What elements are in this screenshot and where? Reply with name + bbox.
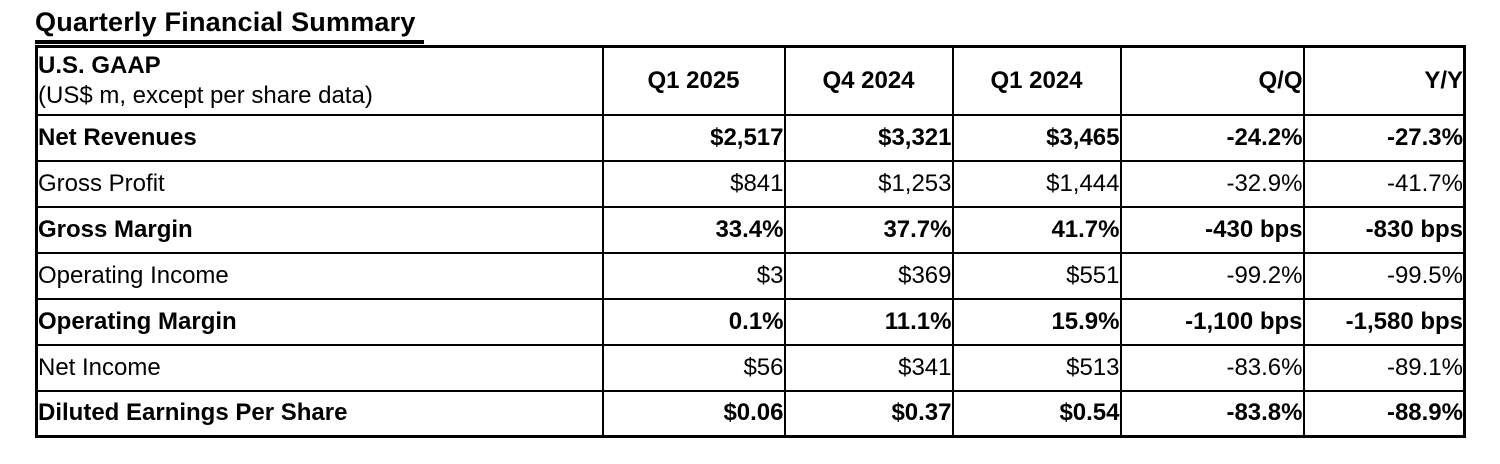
cell-q4-2024: $369 bbox=[783, 251, 954, 300]
header-gaap-line1: U.S. GAAP bbox=[38, 51, 161, 79]
cell-yy: -41.7% bbox=[1302, 159, 1466, 208]
page-title: Quarterly Financial Summary bbox=[35, 7, 424, 44]
row-net-income: Net Income $56 $341 $513 -83.6% -89.1% bbox=[35, 343, 1466, 392]
row-gross-profit: Gross Profit $841 $1,253 $1,444 -32.9% -… bbox=[35, 159, 1466, 208]
quarterly-financial-summary-table: U.S. GAAP (US$ m, except per share data)… bbox=[35, 45, 1466, 438]
row-diluted-eps: Diluted Earnings Per Share $0.06 $0.37 $… bbox=[35, 389, 1466, 438]
row-operating-margin: Operating Margin 0.1% 11.1% 15.9% -1,100… bbox=[35, 297, 1466, 346]
header-col-q1-2025: Q1 2025 bbox=[601, 45, 786, 116]
cell-q1-2024: $0.54 bbox=[951, 389, 1122, 438]
cell-q1-2024: 41.7% bbox=[951, 205, 1122, 254]
row-label: Net Income bbox=[35, 343, 604, 392]
row-net-revenues: Net Revenues $2,517 $3,321 $3,465 -24.2%… bbox=[35, 113, 1466, 162]
cell-q4-2024: $0.37 bbox=[783, 389, 954, 438]
cell-qq: -32.9% bbox=[1119, 159, 1305, 208]
row-operating-income: Operating Income $3 $369 $551 -99.2% -99… bbox=[35, 251, 1466, 300]
header-gaap-line2: (US$ m, except per share data) bbox=[38, 81, 373, 109]
cell-qq: -24.2% bbox=[1119, 113, 1305, 162]
cell-qq: -1,100 bps bbox=[1119, 297, 1305, 346]
header-col-yy: Y/Y bbox=[1302, 45, 1466, 116]
cell-q1-2025: $3 bbox=[601, 251, 786, 300]
cell-yy: -27.3% bbox=[1302, 113, 1466, 162]
cell-yy: -1,580 bps bbox=[1302, 297, 1466, 346]
row-label: Operating Income bbox=[35, 251, 604, 300]
cell-yy: -99.5% bbox=[1302, 251, 1466, 300]
cell-yy: -88.9% bbox=[1302, 389, 1466, 438]
cell-q4-2024: $341 bbox=[783, 343, 954, 392]
cell-q1-2025: $56 bbox=[601, 343, 786, 392]
header-col-q4-2024: Q4 2024 bbox=[783, 45, 954, 116]
cell-q1-2025: 33.4% bbox=[601, 205, 786, 254]
header-gaap-cell: U.S. GAAP (US$ m, except per share data) bbox=[35, 45, 604, 116]
cell-q4-2024: $1,253 bbox=[783, 159, 954, 208]
cell-q4-2024: 37.7% bbox=[783, 205, 954, 254]
cell-qq: -83.8% bbox=[1119, 389, 1305, 438]
row-label: Operating Margin bbox=[35, 297, 604, 346]
row-label: Gross Profit bbox=[35, 159, 604, 208]
cell-q1-2024: $551 bbox=[951, 251, 1122, 300]
cell-q1-2025: $2,517 bbox=[601, 113, 786, 162]
cell-q1-2024: 15.9% bbox=[951, 297, 1122, 346]
cell-q1-2024: $1,444 bbox=[951, 159, 1122, 208]
row-label: Gross Margin bbox=[35, 205, 604, 254]
cell-q1-2024: $3,465 bbox=[951, 113, 1122, 162]
row-gross-margin: Gross Margin 33.4% 37.7% 41.7% -430 bps … bbox=[35, 205, 1466, 254]
row-label: Net Revenues bbox=[35, 113, 604, 162]
cell-q1-2024: $513 bbox=[951, 343, 1122, 392]
header-col-qq: Q/Q bbox=[1119, 45, 1305, 116]
cell-qq: -430 bps bbox=[1119, 205, 1305, 254]
cell-q4-2024: $3,321 bbox=[783, 113, 954, 162]
header-row: U.S. GAAP (US$ m, except per share data)… bbox=[35, 45, 1466, 116]
row-label: Diluted Earnings Per Share bbox=[35, 389, 604, 438]
cell-qq: -99.2% bbox=[1119, 251, 1305, 300]
cell-qq: -83.6% bbox=[1119, 343, 1305, 392]
cell-yy: -830 bps bbox=[1302, 205, 1466, 254]
cell-q4-2024: 11.1% bbox=[783, 297, 954, 346]
cell-yy: -89.1% bbox=[1302, 343, 1466, 392]
cell-q1-2025: $841 bbox=[601, 159, 786, 208]
cell-q1-2025: 0.1% bbox=[601, 297, 786, 346]
header-col-q1-2024: Q1 2024 bbox=[951, 45, 1122, 116]
cell-q1-2025: $0.06 bbox=[601, 389, 786, 438]
